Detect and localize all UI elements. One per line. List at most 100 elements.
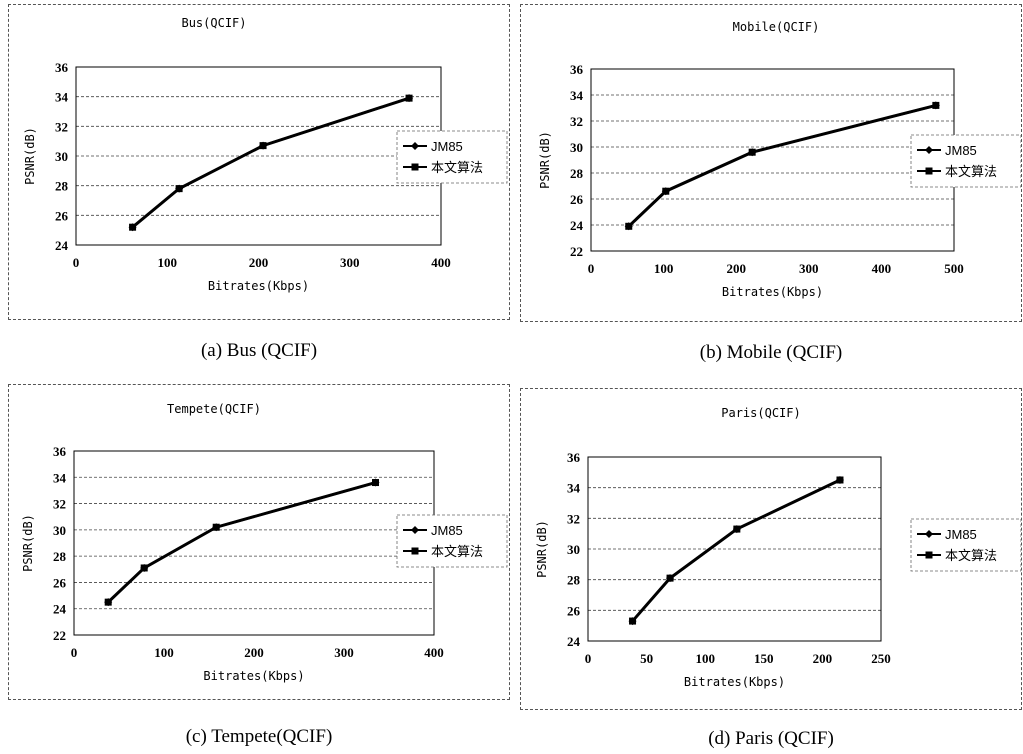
legend-box [396,130,508,184]
legend-marker [411,547,419,555]
x-tick-label: 400 [431,255,451,270]
chart-title: Tempete(QCIF) [167,402,261,416]
x-tick-label: 400 [872,261,892,276]
chart-mobile: Mobile(QCIF) 22 24 26 28 30 32 34 36 0 100 200 300 40… [538,20,1022,299]
x-axis-label: Bitrates(Kbps) [722,285,823,299]
legend-label: 本文算法 [431,160,483,175]
legend-label: JM85 [431,139,463,154]
legend-marker [925,167,933,175]
y-axis-label: PSNR(dB) [21,514,35,572]
y-tick-label: 28 [567,573,581,588]
legend-label: 本文算法 [945,548,997,563]
x-tick-label: 150 [754,651,774,666]
x-tick-label: 0 [71,645,78,660]
y-tick-label: 32 [55,119,68,134]
x-axis-label: Bitrates(Kbps) [203,669,304,683]
legend-label: 本文算法 [431,544,483,559]
y-tick-label: 24 [55,238,69,253]
legend-label: 本文算法 [945,164,997,179]
y-tick-label: 26 [567,603,581,618]
x-tick-label: 500 [944,261,964,276]
y-tick-label: 30 [55,149,68,164]
x-axis-label: Bitrates(Kbps) [208,279,309,293]
x-tick-label: 100 [154,645,174,660]
legend-marker [411,163,419,171]
y-tick-label: 24 [567,634,581,649]
y-tick-label: 24 [53,602,67,617]
y-tick-label: 32 [53,497,66,512]
y-axis-label: PSNR(dB) [538,131,552,189]
x-tick-label: 200 [726,261,746,276]
y-axis-label: PSNR(dB) [23,127,37,185]
legend-box [910,518,1022,572]
series-line [627,104,937,228]
data-point [175,185,183,193]
plot-area [590,68,955,252]
y-tick-label: 28 [53,549,67,564]
data-point [259,142,267,150]
data-point [212,523,220,531]
data-point [733,525,741,533]
legend-marker [925,530,933,538]
x-tick-label: 50 [640,651,653,666]
y-tick-label: 30 [567,542,580,557]
series-line [131,97,410,229]
y-axis-label: PSNR(dB) [535,520,549,578]
y-tick-label: 28 [570,166,584,181]
chart-panel-tempete: Tempete(QCIF) 22 24 26 28 30 32 34 36 0 100 200 300 4… [8,384,510,700]
y-tick-label: 34 [570,88,584,103]
x-tick-label: 0 [585,651,592,666]
y-tick-label: 36 [567,450,581,465]
x-tick-label: 300 [799,261,819,276]
y-tick-label: 34 [567,481,581,496]
x-tick-label: 100 [158,255,178,270]
series-line [627,103,937,228]
chart-title: Paris(QCIF) [721,406,800,420]
y-tick-label: 26 [53,575,67,590]
caption-tempete: (c) Tempete(QCIF) [185,726,333,747]
series-line [631,478,841,623]
caption-bus: (a) Bus (QCIF) [200,340,318,361]
y-tick-label: 22 [53,628,66,643]
legend-box [910,134,1022,188]
legend-marker [411,142,419,150]
legend-marker [925,146,933,154]
x-axis-label: Bitrates(Kbps) [684,675,785,689]
data-point [662,187,670,195]
series-line [107,481,376,604]
series-line [131,96,410,229]
x-tick-label: 0 [588,261,595,276]
x-tick-label: 300 [334,645,354,660]
data-point [748,148,756,156]
plot-area [587,456,882,642]
x-tick-label: 100 [654,261,674,276]
chart-paris: Paris(QCIF) 24 26 28 30 32 34 36 0 50 100 150 200 250… [535,406,1022,689]
x-tick-label: 400 [424,645,444,660]
y-tick-label: 30 [570,140,583,155]
y-tick-label: 32 [567,511,580,526]
y-tick-label: 36 [53,444,67,459]
series-line [107,481,376,604]
chart-title: Bus(QCIF) [181,16,246,30]
legend-marker [411,526,419,534]
x-tick-label: 200 [249,255,269,270]
data-point [405,94,413,102]
chart-bus: Bus(QCIF) 24 26 28 30 32 34 36 0 100 200 300 400 Bitr… [23,16,508,293]
x-tick-label: 0 [73,255,80,270]
y-tick-label: 36 [55,60,69,75]
legend-box [396,514,508,568]
y-tick-label: 26 [570,192,584,207]
legend-label: JM85 [945,143,977,158]
chart-panel-mobile: Mobile(QCIF) 22 24 26 28 30 32 34 36 0 100 200 300 40… [520,4,1022,322]
x-tick-label: 250 [871,651,891,666]
series-line [631,478,841,622]
x-tick-label: 100 [695,651,715,666]
y-tick-label: 34 [55,90,69,105]
legend-label: JM85 [945,527,977,542]
y-tick-label: 24 [570,218,584,233]
x-tick-label: 200 [244,645,264,660]
legend-marker [925,551,933,559]
data-point [104,598,112,606]
chart-title: Mobile(QCIF) [733,20,820,34]
data-point [666,574,674,582]
